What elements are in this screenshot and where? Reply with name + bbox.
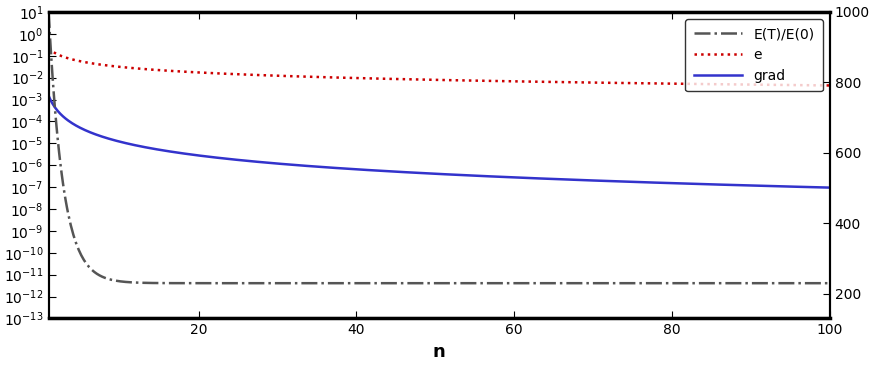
grad	[397, 170, 407, 174]
e	[565, 80, 576, 84]
e	[824, 83, 835, 88]
e	[244, 73, 254, 77]
e	[44, 46, 54, 50]
e	[182, 70, 192, 74]
X-axis label: n: n	[433, 343, 446, 361]
Line: E(T)/E(0): E(T)/E(0)	[49, 12, 829, 283]
e	[397, 77, 407, 81]
E(T)/E(0)	[503, 281, 514, 285]
E(T)/E(0)	[633, 281, 643, 285]
e	[632, 81, 642, 85]
grad	[503, 175, 514, 179]
E(T)/E(0)	[397, 281, 407, 285]
Line: e: e	[49, 48, 829, 85]
Legend: E(T)/E(0), e, grad: E(T)/E(0), e, grad	[685, 19, 823, 92]
E(T)/E(0)	[824, 281, 835, 285]
E(T)/E(0)	[182, 281, 192, 285]
E(T)/E(0)	[44, 10, 54, 14]
e	[503, 79, 514, 84]
grad	[632, 180, 642, 184]
grad	[244, 159, 254, 163]
grad	[565, 177, 576, 182]
grad	[824, 185, 835, 190]
Line: grad: grad	[49, 96, 829, 188]
E(T)/E(0)	[565, 281, 576, 285]
grad	[44, 93, 54, 98]
E(T)/E(0)	[244, 281, 254, 285]
E(T)/E(0)	[596, 281, 607, 285]
grad	[182, 152, 192, 156]
